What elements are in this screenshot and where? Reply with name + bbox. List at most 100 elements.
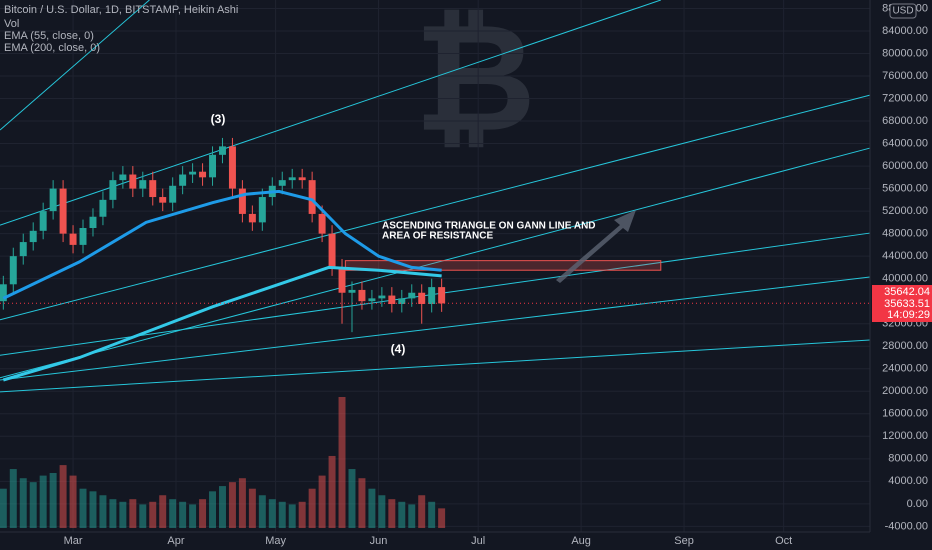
x-tick-label: Mar xyxy=(64,535,83,547)
annotation: ASCENDING TRIANGLE ON GANN LINE AND xyxy=(382,221,596,232)
volume-bar xyxy=(179,501,187,528)
y-tick-label: 68000.00 xyxy=(882,115,928,127)
candle-body xyxy=(278,180,286,186)
volume-bar xyxy=(248,488,256,528)
candle-body xyxy=(418,292,426,304)
volume-bar xyxy=(378,495,386,528)
volume-bar xyxy=(228,482,236,528)
candle-body xyxy=(308,180,316,214)
y-tick-label: 60000.00 xyxy=(882,160,928,172)
candle-body xyxy=(248,213,256,223)
candle-body xyxy=(318,213,326,234)
annotation: AREA OF RESISTANCE xyxy=(382,231,493,242)
x-tick-label: Jul xyxy=(471,535,485,547)
candle-body xyxy=(59,188,67,234)
volume-bar xyxy=(79,488,87,528)
volume-bar xyxy=(408,504,416,528)
ema-line xyxy=(2,189,442,300)
y-tick-label: 16000.00 xyxy=(882,408,928,420)
candle-body xyxy=(258,197,266,223)
candle-body xyxy=(218,146,226,155)
volume-bar xyxy=(268,499,276,528)
watermark: ₿ xyxy=(414,0,536,162)
volume-bar xyxy=(89,491,97,528)
y-tick-label: 0.00 xyxy=(907,498,928,510)
countdown: 14:09:29 xyxy=(887,309,930,321)
volume-bar xyxy=(238,478,246,528)
candle-body xyxy=(209,154,217,178)
candle-body xyxy=(119,174,127,181)
volume-bar xyxy=(149,501,157,528)
candle-body xyxy=(159,197,167,203)
volume-bar xyxy=(438,508,446,528)
y-tick-label: 80000.00 xyxy=(882,47,928,59)
candle-body xyxy=(69,233,77,245)
y-tick-label: 44000.00 xyxy=(882,250,928,262)
chart-title: Bitcoin / U.S. Dollar, 1D, BITSTAMP, Hei… xyxy=(4,4,238,16)
x-tick-label: Jun xyxy=(370,535,388,547)
volume-bar xyxy=(139,504,147,528)
candle-body xyxy=(348,289,356,293)
candle-body xyxy=(99,199,107,217)
candle-body xyxy=(179,174,187,186)
legend-line: Vol xyxy=(4,18,19,30)
y-axis-panel xyxy=(870,0,932,550)
volume-bar xyxy=(328,455,336,528)
price-tag xyxy=(872,285,932,322)
y-tick-label: 28000.00 xyxy=(882,340,928,352)
legend-line: EMA (55, close, 0) xyxy=(4,30,94,42)
volume-bar xyxy=(69,475,77,528)
currency-badge xyxy=(889,3,917,19)
x-tick-label: Sep xyxy=(674,535,694,547)
volume-bar xyxy=(49,472,57,528)
volume-bar xyxy=(288,504,296,528)
candle-body xyxy=(358,289,366,302)
candle-body xyxy=(338,267,346,293)
y-tick-label: 56000.00 xyxy=(882,182,928,194)
y-tick-label: 12000.00 xyxy=(882,430,928,442)
volume-bar xyxy=(199,499,207,528)
volume-bar xyxy=(159,495,167,528)
candle-body xyxy=(378,295,386,299)
volume-bar xyxy=(9,469,17,528)
volume-bar xyxy=(278,501,286,528)
y-tick-label: 76000.00 xyxy=(882,70,928,82)
volume-bar xyxy=(19,478,27,528)
candle-body xyxy=(428,287,436,304)
volume-bar xyxy=(99,495,107,528)
volume-bar xyxy=(189,504,197,528)
y-tick-label: 72000.00 xyxy=(882,92,928,104)
candle-body xyxy=(49,188,57,212)
trend-line xyxy=(0,0,150,131)
candle-body xyxy=(169,185,177,203)
x-tick-label: May xyxy=(265,535,286,547)
candle-body xyxy=(238,188,246,214)
prev-price: 35633.51 xyxy=(884,298,930,310)
y-tick-label: 40000.00 xyxy=(882,273,928,285)
volume-bar xyxy=(119,501,127,528)
y-tick-label: -4000.00 xyxy=(885,520,928,532)
resistance-zone xyxy=(344,260,662,271)
volume-bar xyxy=(358,478,366,528)
last-price: 35642.04 xyxy=(884,286,930,298)
volume-bar xyxy=(39,475,47,528)
candle-body xyxy=(39,211,47,231)
candle-body xyxy=(19,242,27,257)
annotation: (3) xyxy=(211,112,226,126)
volume-bar xyxy=(29,482,37,528)
x-axis-panel xyxy=(0,532,932,550)
x-tick-label: Aug xyxy=(571,535,591,547)
candle-body xyxy=(29,230,37,243)
candle-body xyxy=(89,216,97,228)
y-tick-label: 8000.00 xyxy=(888,453,928,465)
volume-bar xyxy=(418,495,426,528)
y-tick-label: 84000.00 xyxy=(882,25,928,37)
annotation: (4) xyxy=(391,342,406,356)
marks xyxy=(0,0,871,528)
y-tick-label: 48000.00 xyxy=(882,228,928,240)
candle-body xyxy=(408,292,416,299)
currency: USD xyxy=(892,6,913,17)
volume-bar xyxy=(169,499,177,528)
volume-bar xyxy=(0,488,7,528)
